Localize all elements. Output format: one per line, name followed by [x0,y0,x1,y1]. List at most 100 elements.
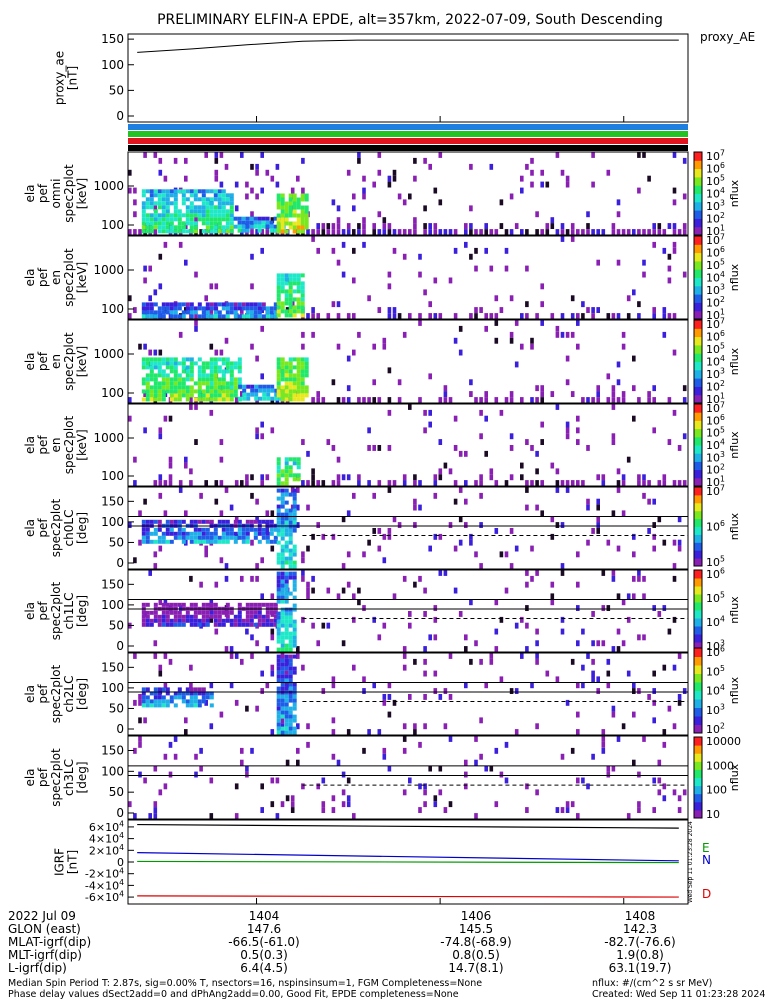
cloud-cell [250,388,255,393]
speckle [509,445,514,451]
cloud-cell [273,539,278,544]
speckle [168,474,173,481]
speckle [586,653,590,659]
cloud-cell [237,531,242,536]
cloud-cell [145,377,150,382]
cloud-cell [205,213,210,218]
cloud-cell [161,213,166,218]
cloud-cell [209,197,214,202]
speckle [672,187,677,194]
cloud-cell [149,365,154,370]
speckle [133,456,137,463]
speckle [637,474,641,481]
cloud-cell [257,216,262,221]
cloud-cell [269,622,274,627]
cloud-cell [266,396,271,401]
speckle [285,759,290,766]
speckle [189,404,193,410]
cloud-cell [257,228,262,233]
speckle [469,391,473,397]
speckle [657,223,662,229]
cloud-cell [253,314,258,319]
speckle [387,528,392,534]
speckle [576,682,580,689]
cloud-cell [157,373,162,378]
cloud-cell [145,302,150,307]
cloud-cell [233,361,238,366]
cloud-cell [225,535,230,540]
cloud-cell [292,690,297,695]
cloud-cell [284,465,289,470]
speckle [474,265,478,272]
cloud-cell [276,285,281,290]
colorbar-segment [694,336,702,346]
colorbar-segment [694,618,702,627]
cloud-cell [288,631,293,636]
speckle [245,193,249,200]
colorbar-frame [693,736,703,819]
cloud-cell [197,381,202,386]
speckle [438,397,443,403]
speckle [128,295,132,302]
cloud-cell [253,622,258,627]
colorbar-segment [694,487,702,496]
cloud-cell [253,216,258,221]
speckle [657,611,662,617]
cloud-cell [276,611,281,616]
cloud-cell [276,197,281,202]
speckle [632,415,636,422]
speckle [178,331,183,338]
speckle [255,640,259,647]
speckle [464,229,468,235]
cloud-cell [145,385,150,390]
cloud-cell [197,618,202,623]
cloud-cell [165,310,170,315]
cloud-cell [201,539,206,544]
speckle [652,522,656,528]
speckle [433,533,438,540]
speckle [652,223,656,229]
cloud-cell [276,389,281,394]
cloud-cell [197,385,202,390]
cloud-cell [221,369,226,374]
speckle [474,551,478,558]
cloud-cell [185,221,190,226]
cloud-cell [284,611,289,616]
cloud-cell [141,201,146,206]
cloud-cell [245,527,250,532]
cloud-cell [141,302,146,307]
cloud-cell [245,216,250,221]
cloud-cell [233,314,238,319]
cloud-cell [153,221,158,226]
cloud-cell [221,618,226,623]
speckle [346,313,351,319]
cloud-cell [288,690,293,695]
cloud-cell [209,531,214,536]
speckle [133,199,137,206]
speckle [260,474,264,481]
cloud-cell [233,535,238,540]
cloud-cell [284,500,289,505]
speckle [596,259,600,266]
cloud-cell [292,627,297,632]
panel-ylabel-line: [keV] [75,429,89,460]
speckle [372,492,376,499]
speckle [189,397,193,403]
cloud-cell [278,396,283,401]
cloud-cell [177,389,182,394]
cloud-cell [201,361,206,366]
cloud-cell [284,627,289,632]
panel-ylabel-line: [keV] [75,346,89,377]
cloud-cell [284,694,289,699]
speckle [474,307,478,313]
cloud-cell [241,220,246,225]
speckle [682,385,687,392]
cloud-cell [292,461,297,466]
speckle [357,223,361,229]
cloud-cell [149,189,154,194]
speckle [540,510,544,517]
speckle [346,397,351,403]
speckle [148,570,152,576]
